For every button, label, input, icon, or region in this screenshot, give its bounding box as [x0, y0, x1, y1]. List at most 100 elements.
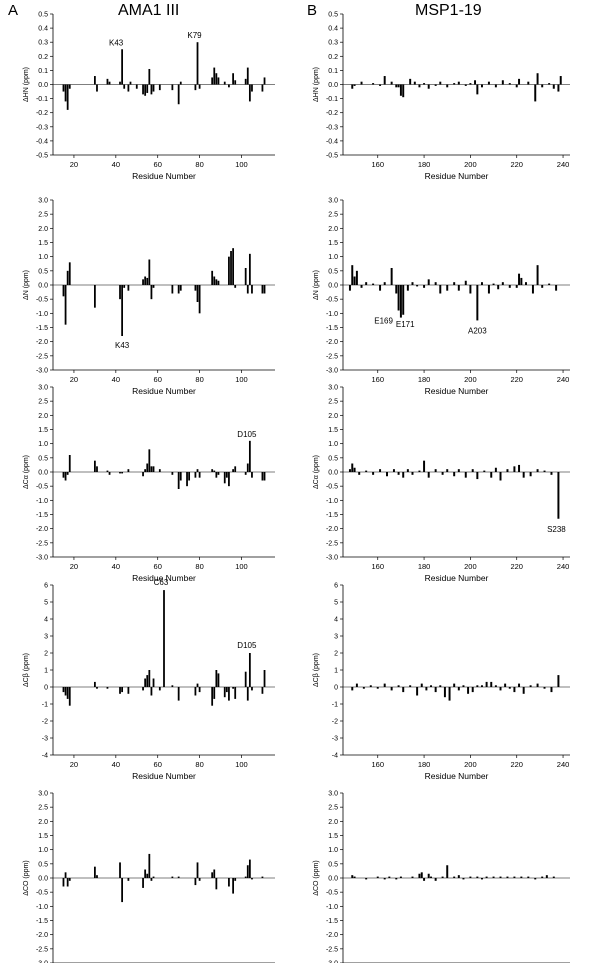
bar — [248, 653, 251, 687]
bar — [427, 472, 430, 478]
bar — [446, 469, 449, 472]
bar — [228, 472, 230, 487]
bar — [194, 84, 197, 91]
bar — [487, 81, 490, 85]
bar — [441, 472, 444, 475]
bar — [244, 268, 247, 285]
bar — [534, 84, 537, 102]
bar — [348, 285, 351, 291]
y-tick-label: 0.0 — [38, 470, 48, 477]
y-tick-label: -1.5 — [36, 512, 48, 519]
x-tick-label: 40 — [112, 760, 120, 769]
bar — [121, 285, 124, 336]
bar — [504, 683, 507, 687]
y-tick-label: 0.0 — [328, 82, 338, 89]
annotation-label: D105 — [237, 430, 257, 439]
bar — [215, 472, 218, 478]
x-tick-label: 180 — [418, 375, 431, 384]
annotation-label: S238 — [547, 525, 566, 534]
bar — [386, 472, 388, 477]
bar — [142, 279, 144, 285]
bar — [411, 876, 414, 878]
x-tick-label: 80 — [195, 160, 203, 169]
bar — [494, 467, 497, 472]
y-tick-label: 1.0 — [38, 254, 48, 261]
bar — [513, 466, 516, 472]
bar — [480, 878, 483, 880]
bar — [541, 285, 544, 288]
bar — [123, 285, 126, 288]
bar — [64, 285, 67, 325]
bar — [213, 276, 216, 285]
bar — [263, 285, 266, 294]
y-tick-label: 3 — [44, 634, 48, 641]
bar — [471, 687, 474, 693]
bar — [372, 83, 375, 85]
bar — [536, 683, 539, 687]
bar — [179, 81, 182, 85]
y-tick-label: -0.1 — [36, 96, 48, 103]
y-tick-label: -1.0 — [326, 904, 338, 911]
bar — [464, 84, 467, 86]
bar — [453, 683, 456, 687]
bar — [369, 685, 372, 687]
bar — [427, 873, 430, 878]
bar — [390, 268, 393, 285]
bar — [557, 84, 560, 92]
chart-8: -3.0 -2.5 -2.0 -1.5 -1.0 -0.5 0.0 0.5 1.0 1.5 2.0 2… — [313, 385, 570, 583]
x-axis-title: Residue Number — [132, 171, 196, 181]
bar — [423, 878, 426, 881]
bar — [64, 472, 67, 481]
bar — [119, 862, 121, 878]
y-tick-label: -1.5 — [36, 325, 48, 332]
y-tick-label: 0.1 — [328, 68, 338, 75]
y-tick-label: 3 — [334, 634, 338, 641]
bar — [548, 83, 551, 85]
bar — [144, 276, 147, 285]
y-tick-label: -1.5 — [326, 325, 338, 332]
bar — [492, 876, 495, 878]
bar — [150, 84, 153, 95]
bar — [506, 469, 509, 472]
bar — [232, 469, 235, 472]
bar — [213, 869, 216, 878]
bar — [348, 469, 351, 472]
y-tick-label: 2.5 — [38, 805, 48, 812]
bar — [501, 80, 504, 85]
bar — [392, 469, 395, 472]
bar — [66, 270, 69, 285]
x-tick-label: 20 — [70, 160, 78, 169]
y-tick-label: 2.5 — [38, 212, 48, 219]
bar — [439, 685, 442, 687]
y-tick-label: 2.0 — [38, 413, 48, 420]
bar — [365, 282, 368, 285]
x-tick-label: 20 — [70, 562, 78, 571]
bar — [232, 878, 235, 894]
y-tick-label: -2.5 — [36, 946, 48, 953]
y-tick-label: -1.5 — [326, 918, 338, 925]
bar — [144, 678, 147, 687]
bar — [152, 466, 155, 472]
x-axis-title: Residue Number — [132, 573, 196, 583]
bar — [351, 265, 354, 285]
chart-7: -3.0 -2.5 -2.0 -1.5 -1.0 -0.5 0.0 0.5 1.0 1.5 2.0 2… — [313, 198, 570, 396]
x-tick-label: 60 — [154, 760, 162, 769]
bar — [244, 472, 247, 475]
bar — [453, 472, 456, 477]
bar — [453, 83, 456, 85]
bar — [225, 472, 228, 478]
bar — [121, 687, 124, 693]
bar — [225, 687, 228, 693]
x-tick-label: 220 — [510, 562, 523, 571]
bar — [223, 472, 226, 484]
x-tick-label: 100 — [235, 375, 248, 384]
bar — [536, 469, 539, 472]
bar — [148, 670, 151, 687]
bar — [148, 259, 151, 285]
y-tick-label: -3 — [332, 736, 338, 743]
y-tick-label: 0.4 — [38, 26, 48, 33]
bar — [211, 77, 214, 85]
bar — [142, 84, 144, 95]
bar — [171, 876, 174, 878]
bar — [383, 282, 386, 285]
